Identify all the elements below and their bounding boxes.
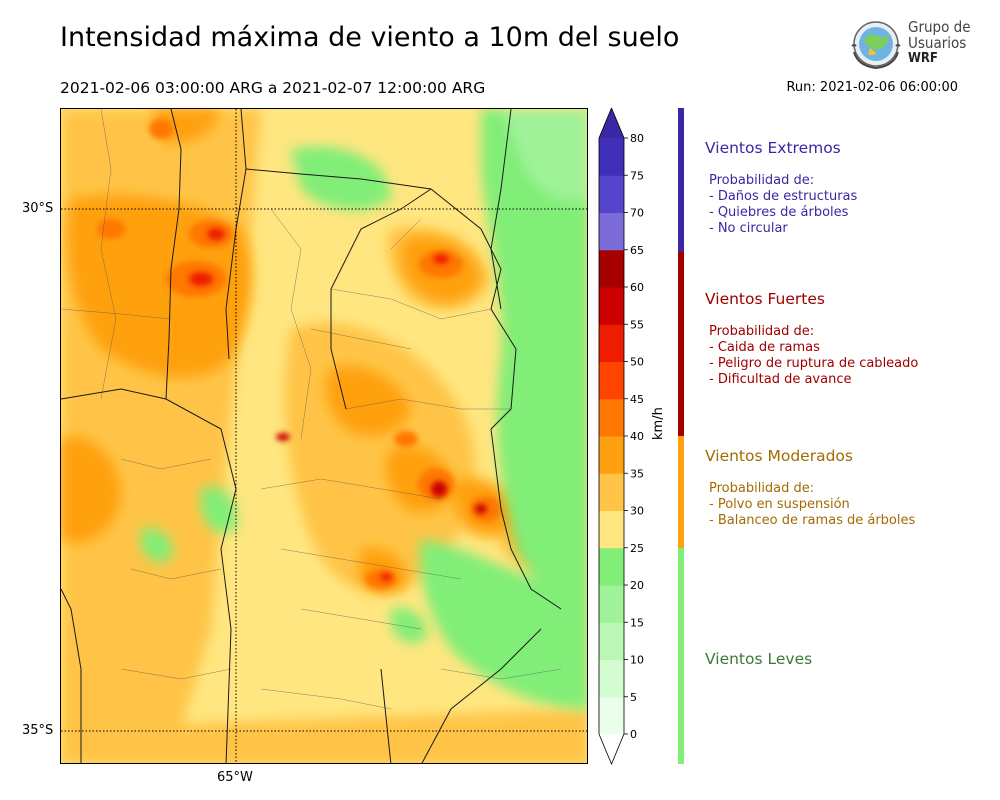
globe-logo-icon	[851, 21, 901, 70]
category-moderados: Vientos Moderados Probabilidad de: - Pol…	[705, 447, 915, 529]
department-boundaries	[61, 109, 562, 710]
wrf-logo: Grupo de Usuarios WRF	[848, 18, 973, 72]
category-fuertes: Vientos Fuertes Probabilidad de: - Caida…	[705, 290, 918, 388]
colorbar-segment	[599, 398, 624, 437]
colorbar-units: km/h	[651, 407, 666, 440]
colorbar-tick-label: 30	[630, 505, 644, 518]
colorbar-tick-label: 35	[630, 467, 644, 480]
field-15-25	[141, 109, 587, 709]
category-line: - Peligro de ruptura de cableado	[709, 356, 919, 371]
category-line: - Daños de estructuras	[709, 189, 858, 204]
colorbar-tick-label: 10	[630, 654, 644, 667]
category-bar-extremos	[678, 108, 684, 252]
colorbar-extend-min	[599, 734, 624, 764]
wind-field-svg	[61, 109, 587, 763]
colorbar-tick-label: 60	[630, 281, 644, 294]
colorbar-tick-label: 65	[630, 244, 644, 257]
colorbar-tick-label: 25	[630, 542, 644, 555]
category-title: Vientos Leves	[705, 650, 813, 668]
category-line: - Caida de ramas	[709, 340, 820, 355]
colorbar-tick-label: 55	[630, 318, 644, 331]
category-line: Probabilidad de:	[709, 173, 815, 188]
colorbar-segment	[599, 249, 624, 288]
run-time: Run: 2021-02-06 06:00:00	[786, 80, 958, 95]
colorbar-segment	[599, 175, 624, 213]
colorbar-segment	[599, 696, 624, 735]
category-bar-fuertes	[678, 252, 684, 436]
colorbar-segment	[599, 138, 624, 176]
field-50-60	[189, 228, 487, 581]
wind-map	[60, 108, 588, 764]
lat-label-30s: 30°S	[22, 201, 54, 216]
colorbar-tick-label: 75	[630, 169, 644, 182]
category-bar-moderados	[678, 436, 684, 548]
forecast-period: 2021-02-06 03:00:00 ARG a 2021-02-07 12:…	[60, 79, 486, 97]
category-line: - Balanceo de ramas de árboles	[709, 513, 916, 528]
colorbar-segment	[599, 510, 624, 549]
colorbar: 0 5 10 15 20 25 30 35 40 45 50 55 60 65 70 75 80	[596, 106, 646, 768]
category-line: - Quiebres de árboles	[709, 205, 849, 220]
colorbar-tick-label: 40	[630, 430, 644, 443]
category-extremos: Vientos Extremos Probabilidad de: - Daño…	[705, 139, 857, 237]
category-line: Probabilidad de:	[709, 481, 815, 496]
lon-label-65w: 65°W	[217, 770, 253, 785]
logo-line1: Grupo de	[908, 18, 971, 36]
colorbar-segment	[599, 585, 624, 623]
colorbar-segment	[599, 659, 624, 698]
colorbar-segment	[599, 361, 624, 400]
category-line: - No circular	[709, 221, 788, 236]
logo-line3: WRF	[908, 51, 938, 66]
colorbar-tick-label: 20	[630, 579, 644, 592]
category-title: Vientos Moderados	[705, 447, 853, 465]
map-title: Intensidad máxima de viento a 10m del su…	[60, 22, 680, 53]
category-leves: Vientos Leves	[705, 650, 812, 668]
category-bar-leves	[678, 548, 684, 764]
colorbar-segment	[599, 436, 624, 474]
colorbar-segment	[599, 622, 624, 660]
lat-label-35s: 35°S	[22, 723, 54, 738]
colorbar-tick-label: 70	[630, 207, 644, 220]
province-boundaries	[61, 109, 562, 763]
logo-line2: Usuarios	[908, 34, 967, 52]
category-title: Vientos Extremos	[705, 139, 841, 157]
colorbar-segment	[599, 547, 624, 586]
colorbar-segment	[599, 212, 624, 251]
colorbar-segment	[599, 473, 624, 511]
colorbar-tick-label: 80	[630, 132, 644, 145]
colorbar-tick-label: 15	[630, 616, 644, 629]
category-title: Vientos Fuertes	[705, 290, 825, 308]
colorbar-extend-max	[599, 108, 624, 138]
category-line: Probabilidad de:	[709, 324, 815, 339]
colorbar-segment	[599, 287, 624, 325]
category-line: - Dificultad de avance	[709, 372, 852, 387]
category-line: - Polvo en suspensión	[709, 497, 850, 512]
colorbar-segment	[599, 324, 624, 362]
colorbar-svg: 0 5 10 15 20 25 30 35 40 45 50 55 60 65 70 75 80	[598, 106, 644, 766]
colorbar-tick-label: 45	[630, 393, 644, 406]
colorbar-tick-label: 5	[630, 691, 637, 704]
colorbar-tick-label: 50	[630, 356, 644, 369]
graticule	[61, 109, 587, 763]
colorbar-tick-label: 0	[630, 728, 637, 741]
